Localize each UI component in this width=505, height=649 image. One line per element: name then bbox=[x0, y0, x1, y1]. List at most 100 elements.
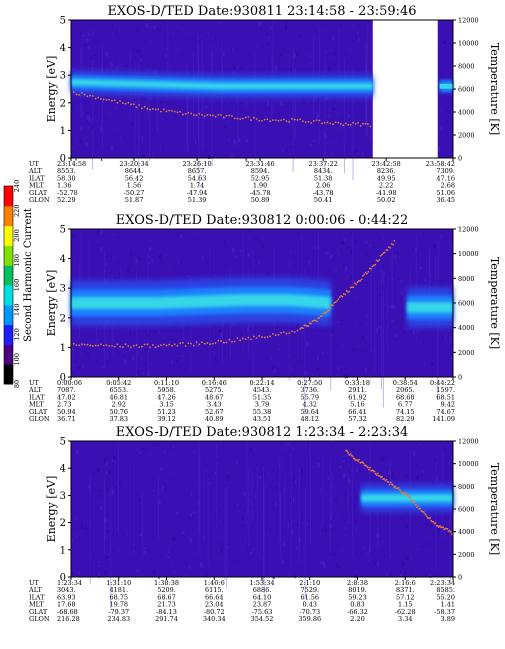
table-cell: 6.77 bbox=[398, 401, 412, 409]
table-cell: 0:38:54 bbox=[393, 379, 418, 387]
table-cell: 47.26 bbox=[157, 393, 176, 401]
table-cell: 0:44:22 bbox=[430, 379, 455, 387]
panel-title: EXOS-D/TED Date:930811 23:14:58 - 23:59:… bbox=[107, 4, 416, 19]
table-cell: 0:16:46 bbox=[202, 379, 227, 387]
table-cell: 3.43 bbox=[207, 401, 221, 409]
table-cell: 36.71 bbox=[57, 415, 76, 423]
table-cell: 2.68 bbox=[441, 182, 455, 190]
table-cell: 1.15 bbox=[398, 601, 412, 609]
table-cell: 2.92 bbox=[112, 401, 126, 409]
table-cell: 2:1:10 bbox=[299, 579, 320, 587]
table-cell: 68.75 bbox=[109, 593, 128, 601]
y-tick-label: 4 bbox=[60, 464, 66, 475]
table-cell: 23:58:42 bbox=[426, 160, 455, 168]
y2-tick-label: 10000 bbox=[458, 40, 479, 48]
table-cell: 52.95 bbox=[251, 174, 270, 182]
y-tick-label: 3 bbox=[60, 491, 66, 502]
table-cell: 61.92 bbox=[348, 393, 367, 401]
table-cell: 57.32 bbox=[348, 415, 367, 423]
table-cell: 7087. bbox=[57, 386, 76, 394]
table-cell: -80.72 bbox=[204, 608, 225, 616]
table-cell: 8434. bbox=[314, 167, 333, 175]
table-cell: 8236. bbox=[377, 167, 396, 175]
colorbar-tick: 220 bbox=[13, 205, 21, 217]
y2-tick-label: 4000 bbox=[458, 324, 475, 332]
table-cell: 2:8:38 bbox=[347, 579, 368, 587]
table-cell: 0:00:06 bbox=[57, 379, 82, 387]
table-cell: 74.67 bbox=[436, 408, 455, 416]
table-cell: -84.13 bbox=[156, 608, 177, 616]
table-cell: 1.56 bbox=[127, 182, 141, 190]
table-cell: 1:23:34 bbox=[57, 579, 82, 587]
table-cell: 68.67 bbox=[157, 593, 176, 601]
y2-tick-label: 8000 bbox=[458, 275, 475, 283]
y2-tick-label: 12000 bbox=[458, 226, 479, 234]
table-cell: 66.41 bbox=[348, 408, 367, 416]
table-cell: 0:05:42 bbox=[106, 379, 131, 387]
ephemeris-table: UT 0:00:06 0:05:42 0:11:10 0:16:46 0:22:14 0:2… bbox=[28, 379, 455, 423]
table-cell: 23.04 bbox=[205, 601, 224, 609]
row-label-ut: UT bbox=[29, 579, 39, 587]
table-cell: 2911. bbox=[348, 386, 367, 394]
table-cell: 68.51 bbox=[436, 393, 455, 401]
table-cell: 37.83 bbox=[109, 415, 128, 423]
table-cell: 59.64 bbox=[300, 408, 319, 416]
table-cell: 50.76 bbox=[109, 408, 128, 416]
table-cell: 51.23 bbox=[157, 408, 176, 416]
table-cell: 52.67 bbox=[205, 408, 224, 416]
panel-1: EXOS-D/TED Date:930811 23:14:58 - 23:59:… bbox=[28, 4, 501, 204]
table-cell: 2065. bbox=[396, 386, 415, 394]
table-cell: 3.15 bbox=[159, 401, 173, 409]
energy-band bbox=[361, 484, 453, 512]
panel-title: EXOS-D/TED Date:930812 0:00:06 - 0:44:22 bbox=[116, 213, 409, 228]
table-cell: 64.10 bbox=[253, 593, 272, 601]
y2-tick-label: 10000 bbox=[458, 460, 479, 468]
data-gap bbox=[372, 20, 438, 158]
temperature-trace bbox=[70, 90, 372, 128]
table-cell: 23.87 bbox=[253, 601, 272, 609]
y2-tick-label: 10000 bbox=[458, 250, 479, 258]
table-cell: 52.29 bbox=[57, 196, 76, 204]
table-cell: 43.51 bbox=[253, 415, 272, 423]
row-label-glat: GLAT bbox=[29, 189, 48, 197]
y-tick-label: 0 bbox=[60, 373, 66, 384]
side-band bbox=[439, 80, 453, 93]
y-tick-label: 1 bbox=[60, 126, 66, 137]
table-cell: 1:46:6 bbox=[204, 579, 225, 587]
row-label-glon: GLON bbox=[29, 615, 50, 623]
table-cell: 0.83 bbox=[350, 601, 364, 609]
y-axis-left: 0 1 2 3 4 5 bbox=[60, 225, 71, 384]
table-cell: 51.06 bbox=[436, 189, 455, 197]
table-cell: -62.28 bbox=[395, 608, 416, 616]
table-cell: 50.02 bbox=[377, 196, 396, 204]
y2-tick-label: 8000 bbox=[458, 483, 475, 491]
y-tick-label: 5 bbox=[60, 225, 66, 236]
table-cell: 61.56 bbox=[300, 593, 319, 601]
table-cell: 1:53:34 bbox=[249, 579, 274, 587]
row-label-glon: GLON bbox=[29, 415, 50, 423]
colorbar: 80 100 120 140 160 180 200 220 240 Second Harmoni… bbox=[3, 180, 34, 388]
table-cell: 51.87 bbox=[125, 196, 144, 204]
table-cell: 5275. bbox=[205, 386, 224, 394]
table-cell: 8657. bbox=[188, 167, 207, 175]
table-cell: -75.63 bbox=[252, 608, 273, 616]
table-cell: 58.30 bbox=[57, 174, 76, 182]
y2-axis-label: Temperature [K] bbox=[488, 463, 501, 555]
table-cell: 17.68 bbox=[57, 601, 76, 609]
table-cell: 141.09 bbox=[432, 415, 455, 423]
table-cell: 2:23:34 bbox=[430, 579, 455, 587]
panel-2: EXOS-D/TED Date:930812 0:00:06 - 0:44:22… bbox=[28, 213, 501, 423]
table-cell: 234.83 bbox=[107, 615, 130, 623]
table-cell: -52.78 bbox=[57, 189, 78, 197]
energy-band bbox=[71, 70, 373, 98]
table-cell: 68.68 bbox=[396, 393, 415, 401]
row-label-alt: ALT bbox=[28, 386, 42, 394]
row-label-mlt: MLT bbox=[29, 401, 44, 409]
table-cell: -41.98 bbox=[376, 189, 397, 197]
row-label-alt: ALT bbox=[28, 586, 42, 594]
table-cell: 6553. bbox=[109, 386, 128, 394]
temperature-trace bbox=[345, 449, 453, 536]
table-cell: 6115. bbox=[205, 586, 224, 594]
table-cell: 359.86 bbox=[298, 615, 321, 623]
